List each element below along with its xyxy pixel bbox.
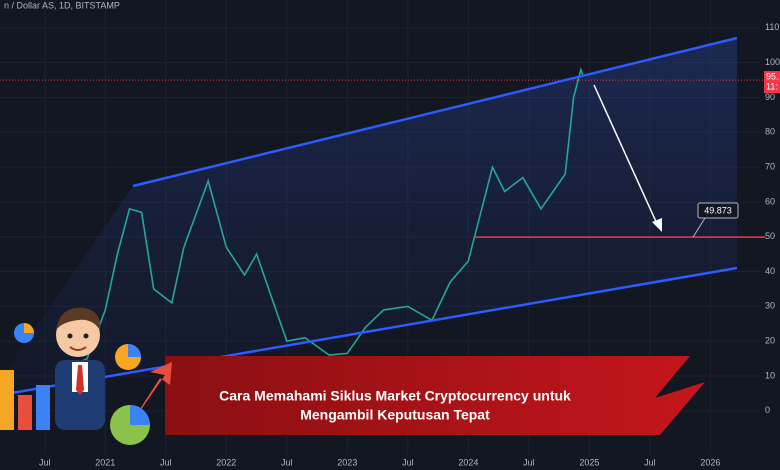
y-tick-label: 30 — [765, 301, 775, 311]
x-tick-label: Jul — [402, 457, 414, 467]
channel-lower — [0, 266, 738, 397]
channel-upper — [132, 36, 738, 188]
channel-fill — [0, 38, 737, 395]
level-label: 49.873 — [704, 205, 732, 215]
y-tick-label: 70 — [765, 161, 775, 171]
arrow-head — [652, 218, 662, 232]
symbol-header: n / Dollar AS, 1D, BITSTAMP — [4, 0, 120, 10]
y-tick-label: 0 — [765, 405, 770, 415]
y-tick-label: 90 — [765, 92, 775, 102]
x-tick-label: 2025 — [579, 457, 599, 467]
x-tick-label: Jul — [39, 457, 51, 467]
countdown-label: 11: — [766, 81, 778, 91]
y-tick-label: 100 — [765, 57, 780, 67]
x-tick-label: 2024 — [458, 457, 478, 467]
y-tick-label: 20 — [765, 336, 775, 346]
price-line — [56, 66, 585, 374]
banner-line: Mengambil Keputusan Tepat — [300, 407, 490, 423]
y-tick-label: 50 — [765, 231, 775, 241]
level-label-box — [697, 202, 739, 219]
arrow — [593, 84, 659, 227]
x-tick-label: Jul — [644, 457, 656, 467]
x-tick-label: 2021 — [95, 457, 115, 467]
x-tick-label: Jul — [281, 457, 293, 467]
y-tick-label: 110 — [765, 22, 779, 32]
y-tick-label: 80 — [765, 127, 775, 137]
y-tick-label: 60 — [765, 196, 775, 206]
x-tick-label: Jul — [523, 457, 535, 467]
y-tick-label: 10 — [765, 370, 775, 380]
illustration — [0, 307, 172, 445]
price-tag — [764, 71, 780, 94]
x-tick-label: 2022 — [216, 457, 236, 467]
price-label: 95. — [766, 71, 779, 81]
x-tick-label: 2023 — [337, 457, 357, 467]
banner-shape — [165, 356, 705, 435]
level-callout — [692, 217, 706, 238]
y-tick-label: 40 — [765, 266, 775, 276]
x-tick-label: Jul — [160, 457, 172, 467]
x-tick-label: 2026 — [700, 457, 720, 467]
banner-line: Cara Memahami Siklus Market Cryptocurren… — [219, 388, 571, 404]
